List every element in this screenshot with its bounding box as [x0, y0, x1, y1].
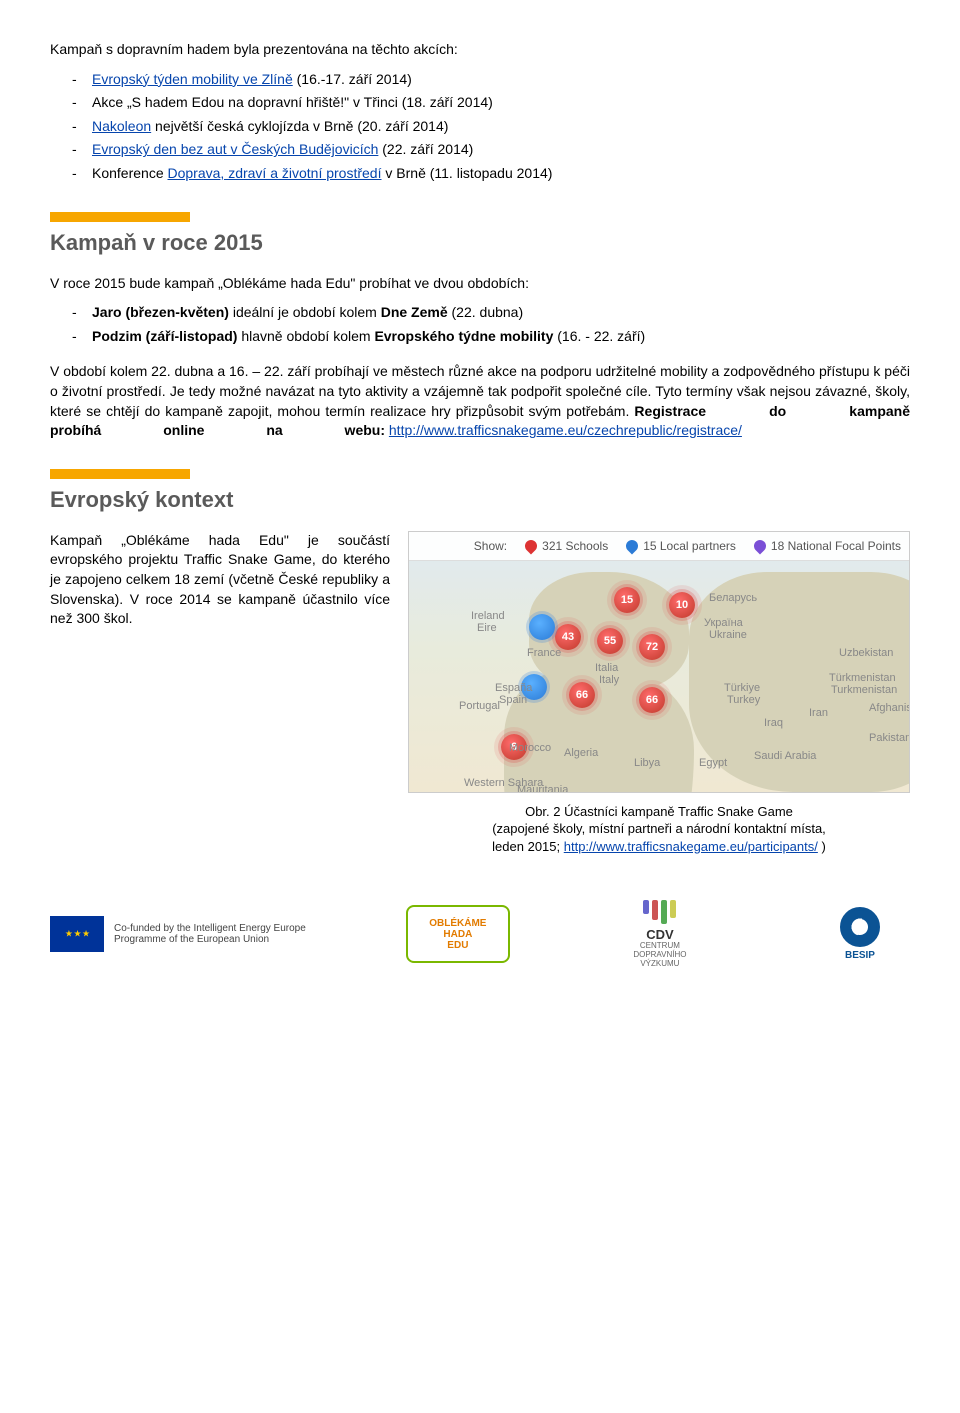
map-cluster-marker[interactable]: 15: [614, 587, 640, 613]
eu-cofunded-block: Co-funded by the Intelligent Energy Euro…: [50, 916, 306, 952]
logo-besip: BESIP: [810, 907, 910, 961]
map-place-label: Egypt: [699, 757, 727, 769]
legend-show-label: Show:: [474, 539, 507, 553]
map-place-label: Türkiye: [724, 682, 760, 694]
map-place-label: Italy: [599, 674, 619, 686]
besip-circle-icon: [840, 907, 880, 947]
map-place-label: Mauritania: [517, 784, 568, 793]
logo-cdv: CDV CENTRUM DOPRAVNÍHO VÝZKUMU: [610, 907, 710, 961]
map-cluster-marker[interactable]: [529, 614, 555, 640]
participants-map: Show: 321 Schools 15 Local partners 18 N…: [408, 531, 910, 793]
legend-partners-label: 15 Local partners: [643, 539, 736, 553]
map-caption: Obr. 2 Účastníci kampaně Traffic Snake G…: [408, 803, 910, 856]
map-place-label: Portugal: [459, 700, 500, 712]
map-place-label: Morocco: [509, 742, 551, 754]
events-list: - Evropský týden mobility ve Zlíně (16.-…: [50, 70, 910, 184]
map-place-label: España: [495, 682, 532, 694]
map-cluster-marker[interactable]: 10: [669, 592, 695, 618]
registration-link[interactable]: http://www.trafficsnakegame.eu/czechrepu…: [389, 422, 742, 438]
logo-cdv-bottom: CENTRUM DOPRAVNÍHO VÝZKUMU: [633, 942, 686, 968]
page-footer: Co-funded by the Intelligent Energy Euro…: [50, 905, 910, 963]
map-place-label: Ireland: [471, 610, 505, 622]
logo-cdv-top: CDV: [646, 928, 673, 942]
section1-lead: V roce 2015 bude kampaň „Oblékáme hada E…: [50, 274, 910, 294]
section-heading-context: Evropský kontext: [50, 487, 910, 513]
legend-nfp-label: 18 National Focal Points: [771, 539, 901, 553]
intro-paragraph: Kampaň s dopravním hadem byla prezentová…: [50, 40, 910, 60]
map-cluster-marker[interactable]: 66: [639, 687, 665, 713]
eu-cofunded-text: Co-funded by the Intelligent Energy Euro…: [114, 923, 306, 945]
pin-red-icon: [523, 537, 540, 554]
pin-purple-icon: [751, 537, 768, 554]
event-link[interactable]: Evropský týden mobility ve Zlíně: [92, 71, 293, 87]
map-cluster-marker[interactable]: 55: [597, 628, 623, 654]
event-item: - Evropský den bez aut v Českých Budějov…: [92, 140, 910, 160]
section2-paragraph: Kampaň „Oblékáme hada Edu" je součástí e…: [50, 531, 390, 629]
map-place-label: Türkmenistan: [829, 672, 896, 684]
map-cluster-marker[interactable]: 72: [639, 634, 665, 660]
period-item: - Jaro (březen-květen) ideální je období…: [92, 303, 910, 323]
section-divider-bar: [50, 212, 190, 222]
event-item: - Evropský týden mobility ve Zlíně (16.-…: [92, 70, 910, 90]
map-place-label: Turkmenistan: [831, 684, 897, 696]
map-place-label: Uzbekistan: [839, 647, 893, 659]
map-place-label: Saudi Arabia: [754, 750, 816, 762]
event-item: - Konference Doprava, zdraví a životní p…: [92, 164, 910, 184]
section-heading-2015: Kampaň v roce 2015: [50, 230, 910, 256]
map-place-label: Afghanistan: [869, 702, 910, 714]
map-place-label: Ukraine: [709, 629, 747, 641]
map-place-label: Беларусь: [709, 592, 757, 604]
logo1-line1: OBLÉKÁME: [429, 918, 486, 929]
period-item: - Podzim (září-listopad) hlavně období k…: [92, 327, 910, 347]
map-place-label: Eire: [477, 622, 497, 634]
logo-besip-text: BESIP: [845, 950, 875, 961]
map-place-label: Україна: [704, 617, 743, 629]
logo1-line3: EDU: [447, 940, 468, 951]
map-place-label: Pakistan: [869, 732, 910, 744]
section1-paragraph: V období kolem 22. dubna a 16. – 22. zář…: [50, 362, 910, 440]
map-cluster-marker[interactable]: 66: [569, 682, 595, 708]
map-place-label: France: [527, 647, 561, 659]
map-place-label: Iran: [809, 707, 828, 719]
pin-blue-icon: [624, 537, 641, 554]
legend-partners[interactable]: 15 Local partners: [626, 539, 736, 553]
event-item: - Nakoleon největší česká cyklojízda v B…: [92, 117, 910, 137]
section-divider-bar-2: [50, 469, 190, 479]
logo-oblekame-hada-edu: OBLÉKÁME HADA EDU: [406, 905, 510, 963]
eu-flag-icon: [50, 916, 104, 952]
legend-schools[interactable]: 321 Schools: [525, 539, 608, 553]
map-legend-toolbar: Show: 321 Schools 15 Local partners 18 N…: [409, 532, 909, 561]
event-link[interactable]: Doprava, zdraví a životní prostředí: [168, 165, 382, 181]
event-link[interactable]: Nakoleon: [92, 118, 151, 134]
cdv-bars-icon: [643, 900, 676, 924]
map-place-label: Iraq: [764, 717, 783, 729]
caption-link[interactable]: http://www.trafficsnakegame.eu/participa…: [564, 839, 818, 854]
legend-schools-label: 321 Schools: [542, 539, 608, 553]
logo1-line2: HADA: [443, 929, 472, 940]
map-place-label: Turkey: [727, 694, 760, 706]
map-place-label: Algeria: [564, 747, 598, 759]
map-place-label: Spain: [499, 694, 527, 706]
map-place-label: Libya: [634, 757, 660, 769]
periods-list: - Jaro (březen-květen) ideální je období…: [50, 303, 910, 346]
event-link[interactable]: Evropský den bez aut v Českých Budějovic…: [92, 141, 378, 157]
map-place-label: Italia: [595, 662, 618, 674]
caption-post: ): [821, 839, 825, 854]
legend-nfp[interactable]: 18 National Focal Points: [754, 539, 901, 553]
event-item: - Akce „S hadem Edou na dopravní hřiště!…: [92, 93, 910, 113]
